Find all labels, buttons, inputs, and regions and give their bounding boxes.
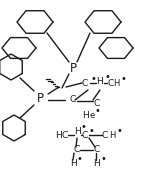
Text: C: C [73, 145, 79, 154]
Text: C: C [93, 145, 99, 154]
Text: C: C [82, 79, 88, 87]
Text: H: H [74, 126, 81, 135]
Text: •: • [116, 126, 122, 136]
Text: H: H [96, 76, 103, 85]
Text: •: • [77, 154, 83, 164]
Text: •: • [100, 154, 106, 164]
Text: H: H [82, 111, 89, 119]
Text: •: • [120, 74, 126, 84]
Text: C: C [70, 96, 76, 104]
Text: H: H [93, 158, 100, 167]
Text: P: P [37, 92, 44, 104]
Text: H: H [113, 79, 119, 87]
Text: C: C [102, 130, 108, 139]
Text: •: • [95, 106, 101, 116]
Text: C: C [107, 79, 113, 87]
Text: •: • [104, 72, 110, 82]
Text: H: H [70, 158, 77, 167]
Text: H: H [109, 130, 115, 139]
Text: C: C [93, 98, 99, 107]
Text: •: • [81, 122, 87, 132]
Text: C: C [62, 130, 68, 139]
Text: e: e [89, 111, 94, 119]
Text: H: H [55, 130, 62, 139]
Text: •: • [90, 74, 96, 84]
Text: P: P [70, 61, 77, 74]
Text: C: C [82, 130, 88, 139]
Text: •: • [89, 126, 95, 136]
